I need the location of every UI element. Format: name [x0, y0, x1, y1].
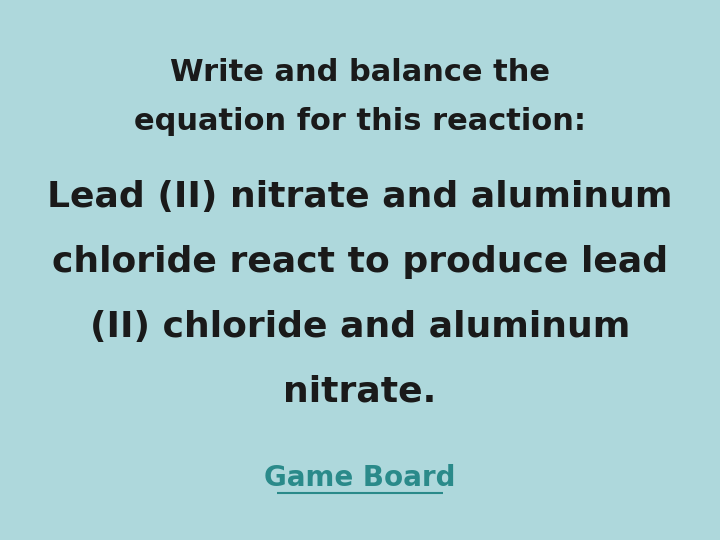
Text: Lead (II) nitrate and aluminum: Lead (II) nitrate and aluminum	[48, 180, 672, 214]
Text: Game Board: Game Board	[264, 464, 456, 492]
Text: nitrate.: nitrate.	[284, 375, 436, 408]
Text: (II) chloride and aluminum: (II) chloride and aluminum	[90, 310, 630, 343]
Text: chloride react to produce lead: chloride react to produce lead	[52, 245, 668, 279]
Text: Write and balance the: Write and balance the	[170, 58, 550, 87]
Text: equation for this reaction:: equation for this reaction:	[134, 107, 586, 136]
